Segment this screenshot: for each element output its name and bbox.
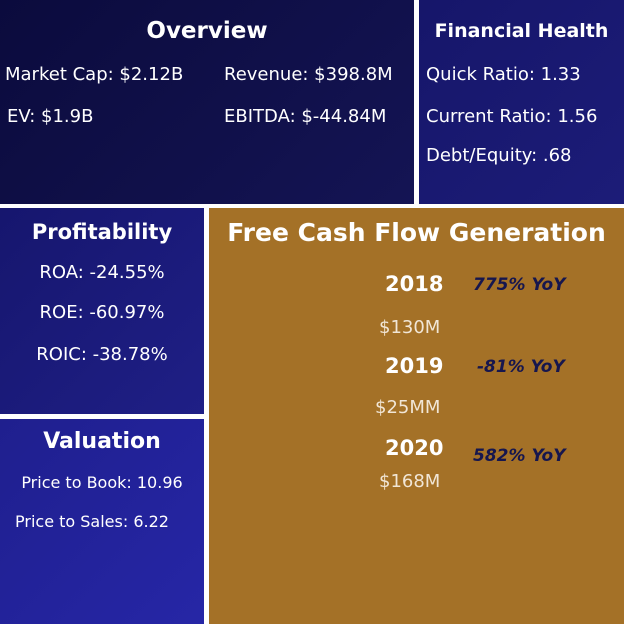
price-to-book: Price to Book: 10.96 (21, 473, 183, 492)
profitability-panel: Profitability ROA: -24.55% ROE: -60.97% … (0, 208, 204, 414)
valuation-title: Valuation (43, 429, 161, 454)
current-ratio: Current Ratio: 1.56 (426, 106, 598, 127)
free-cash-flow-panel: Free Cash Flow Generation 2018 775% YoY … (209, 208, 624, 624)
fcf-title: Free Cash Flow Generation (227, 218, 606, 247)
fcf-year-2018: 2018 (385, 272, 444, 296)
fcf-amount-2020: $168M (379, 471, 441, 492)
market-cap: Market Cap: $2.12B (5, 64, 184, 85)
quick-ratio: Quick Ratio: 1.33 (426, 64, 581, 85)
roic: ROIC: -38.78% (36, 344, 168, 365)
fcf-yoy-2020: 582% YoY (473, 446, 566, 466)
financial-health-title: Financial Health (434, 20, 609, 42)
enterprise-value: EV: $1.9B (7, 106, 94, 127)
fcf-amount-2018: $130M (379, 317, 441, 338)
financial-health-panel: Financial Health Quick Ratio: 1.33 Curre… (419, 0, 624, 204)
debt-equity: Debt/Equity: .68 (426, 145, 572, 166)
fcf-year-2020: 2020 (385, 436, 444, 460)
fcf-year-2019: 2019 (385, 354, 444, 378)
roe: ROE: -60.97% (39, 302, 165, 323)
overview-panel: Overview Market Cap: $2.12B Revenue: $39… (0, 0, 414, 204)
roa: ROA: -24.55% (39, 262, 165, 283)
ebitda: EBITDA: $-44.84M (224, 106, 387, 127)
valuation-panel: Valuation Price to Book: 10.96 Price to … (0, 419, 204, 624)
revenue: Revenue: $398.8M (224, 64, 393, 85)
fcf-yoy-2019: -81% YoY (477, 357, 565, 377)
overview-title: Overview (146, 18, 268, 44)
fcf-amount-2019: $25MM (375, 397, 441, 418)
fcf-yoy-2018: 775% YoY (473, 275, 566, 295)
price-to-sales: Price to Sales: 6.22 (15, 512, 169, 531)
profitability-title: Profitability (31, 220, 173, 244)
